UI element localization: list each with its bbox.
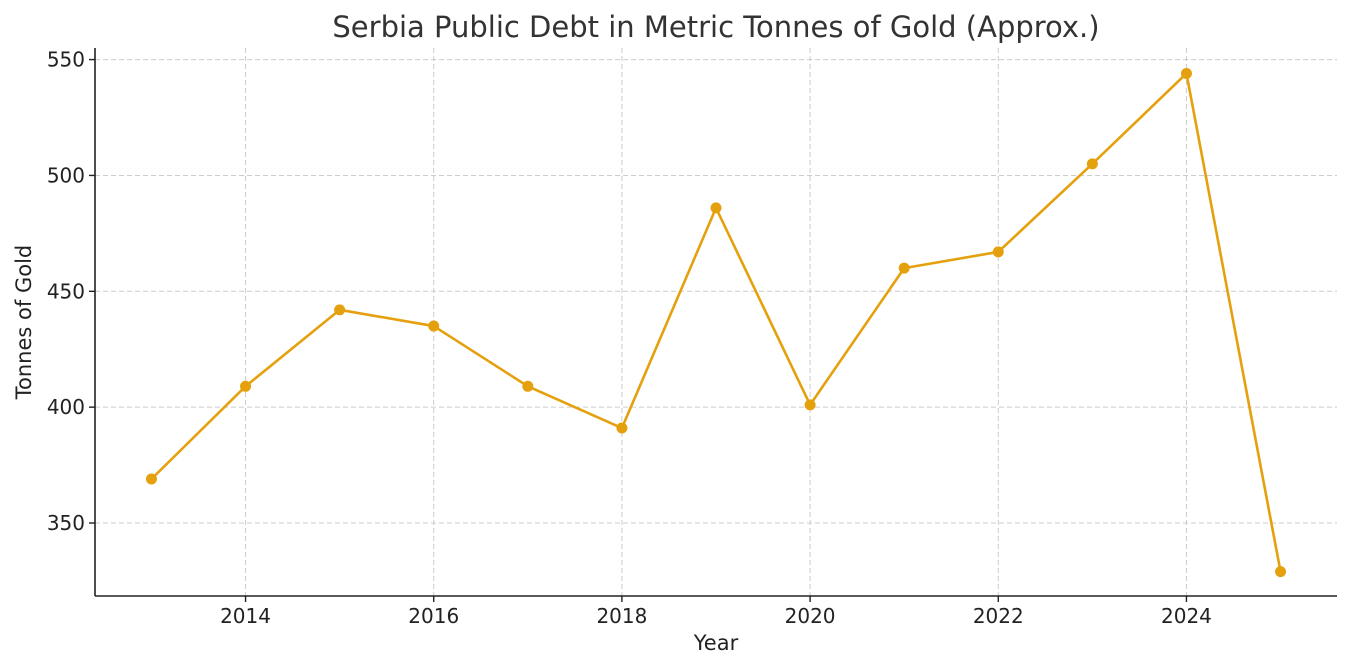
data-point-2022 [992,246,1004,258]
x-tick-label: 2022 [973,604,1024,628]
series-line [150,72,1282,572]
y-tick-label: 450 [47,279,85,303]
data-point-2024 [1180,67,1192,79]
x-tick-label: 2014 [220,604,271,628]
x-tick-label: 2020 [785,604,836,628]
y-tick-label: 400 [47,395,85,419]
data-point-2014 [240,380,252,392]
data-point-2019 [710,202,722,214]
x-tick-label: 2018 [596,604,647,628]
series [145,67,1287,578]
data-point-2018 [616,422,628,434]
y-tick-label: 550 [47,48,85,72]
y-tick-label: 350 [47,511,85,535]
grid [95,48,1337,596]
axes [94,48,1337,597]
data-point-2015 [334,304,346,316]
data-point-2023 [1086,158,1098,170]
x-tick-label: 2016 [408,604,459,628]
ticks: 2014 2016 2018 2020 2022 2024 350 400 450 500 550 [47,48,1212,628]
x-tick-label: 2024 [1161,604,1212,628]
data-point-2013 [145,473,157,485]
y-tick-label: 500 [47,163,85,187]
data-point-2016 [428,320,440,332]
data-point-2017 [522,380,534,392]
data-point-2020 [804,399,816,411]
x-axis-label: Year [693,631,739,655]
chart-title: Serbia Public Debt in Metric Tonnes of G… [332,10,1099,44]
data-point-2025 [1275,566,1287,578]
data-point-2021 [898,262,910,274]
y-axis-label: Tonnes of Gold [12,245,36,400]
